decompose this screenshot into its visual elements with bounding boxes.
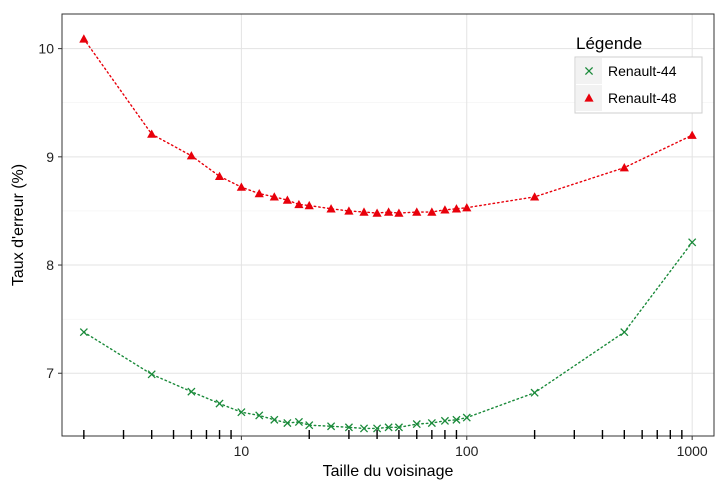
data-point-renault-44: [440, 416, 449, 425]
data-point-renault-44: [412, 420, 421, 429]
data-point-renault-48: [440, 205, 450, 214]
data-point-renault-44-stroke: [688, 238, 697, 247]
data-point-renault-48: [372, 208, 382, 217]
data-point-renault-48: [254, 189, 264, 198]
data-point-renault-48: [236, 182, 246, 191]
data-point-renault-44: [427, 418, 436, 428]
data-point-renault-44-stroke: [147, 370, 156, 379]
data-point-renault-44-stroke: [373, 424, 382, 433]
data-point-renault-44-stroke: [359, 424, 369, 433]
data-point-renault-44: [688, 238, 697, 247]
series-line-renault-44: [83, 241, 693, 430]
x-tick-label: 100: [455, 443, 479, 459]
data-point-renault-44: [187, 387, 196, 396]
data-point-renault-48: [269, 192, 279, 201]
plot-panel-border: [61, 13, 715, 437]
data-point-renault-44-stroke: [237, 408, 246, 417]
data-point-renault-44: [620, 328, 629, 337]
data-point-renault-44-stroke: [327, 422, 336, 431]
data-point-renault-48: [394, 208, 404, 217]
data-point-renault-44: [359, 424, 369, 433]
data-point-renault-48: [186, 151, 196, 160]
data-point-renault-44: [270, 415, 279, 424]
data-point-renault-44: [373, 424, 382, 433]
data-point-renault-44-stroke: [215, 399, 224, 408]
data-point-renault-44: [294, 417, 303, 426]
data-point-renault-44: [215, 399, 224, 408]
data-point-renault-44: [452, 415, 461, 424]
data-point-renault-44-stroke: [294, 417, 303, 426]
y-tick-label: 10: [38, 41, 54, 57]
data-point-renault-48: [687, 130, 697, 139]
legend-title: Légende: [576, 34, 642, 53]
y-tick-label: 7: [46, 365, 54, 381]
data-point-renault-44: [237, 408, 246, 417]
data-point-renault-44: [394, 423, 403, 432]
data-point-renault-48: [214, 171, 225, 180]
data-point-renault-44: [283, 418, 292, 428]
data-point-renault-44: [530, 388, 539, 397]
data-point-renault-44-stroke: [344, 423, 353, 432]
x-axis-title: Taille du voisinage: [323, 463, 454, 480]
data-point-renault-48: [344, 206, 354, 215]
data-point-renault-44: [255, 411, 264, 420]
data-point-renault-44: [305, 421, 314, 430]
data-point-renault-48: [384, 207, 394, 216]
x-tick-label: 10: [234, 443, 250, 459]
data-point-renault-44: [384, 423, 393, 432]
y-tick-label: 8: [46, 257, 54, 273]
data-point-renault-44: [344, 423, 353, 432]
data-point-renault-44: [147, 370, 156, 379]
data-point-renault-44-stroke: [530, 388, 539, 397]
x-tick-label: 1000: [677, 443, 708, 459]
data-point-renault-44-stroke: [412, 420, 421, 429]
y-tick-label: 9: [46, 149, 54, 165]
data-point-renault-44-stroke: [79, 328, 88, 337]
series-renault-48: [79, 34, 697, 217]
data-point-renault-48: [359, 207, 369, 216]
data-point-renault-48: [326, 204, 336, 213]
y-axis-title: Taux d'erreur (%): [10, 164, 27, 286]
data-point-renault-44-stroke: [270, 415, 279, 424]
series-layer: [79, 34, 697, 433]
data-point-renault-44-stroke: [440, 416, 449, 425]
data-point-renault-48: [147, 129, 157, 138]
data-point-renault-48: [619, 163, 629, 172]
data-point-renault-44: [327, 422, 336, 431]
data-point-renault-48: [462, 203, 472, 212]
data-point-renault-44: [79, 328, 88, 337]
data-point-renault-44: [462, 413, 471, 422]
legend-label-renault-44: Renault-44: [608, 63, 677, 79]
data-point-renault-44-stroke: [305, 421, 314, 430]
data-point-renault-48: [530, 192, 540, 201]
data-point-renault-44-stroke: [187, 387, 196, 396]
data-point-renault-44-stroke: [620, 328, 629, 337]
data-point-renault-48: [451, 204, 462, 213]
data-point-renault-44-stroke: [384, 423, 393, 432]
data-point-renault-48: [294, 199, 304, 209]
axes: 7 8 9 10 10 100 1000: [38, 41, 708, 459]
legend-key-renault-44-stroke: [584, 66, 594, 76]
legend-label-renault-48: Renault-48: [608, 90, 677, 106]
legend-key-renault-48: [584, 93, 594, 102]
legend: Légende Renault-44 Renault-48: [574, 34, 703, 114]
data-point-renault-48: [304, 200, 314, 210]
data-point-renault-44-stroke: [283, 418, 292, 428]
data-point-renault-48: [427, 207, 437, 216]
data-point-renault-44-stroke: [462, 413, 471, 422]
data-point-renault-44-stroke: [255, 411, 264, 420]
data-point-renault-44-stroke: [452, 415, 461, 424]
data-point-renault-48: [79, 34, 89, 43]
data-point-renault-48: [282, 195, 292, 204]
data-point-renault-44-stroke: [394, 423, 403, 432]
data-point-renault-48: [412, 207, 422, 216]
series-renault-44: [79, 238, 697, 433]
legend-key-renault-44: [584, 66, 594, 76]
data-point-renault-44-stroke: [427, 418, 436, 428]
